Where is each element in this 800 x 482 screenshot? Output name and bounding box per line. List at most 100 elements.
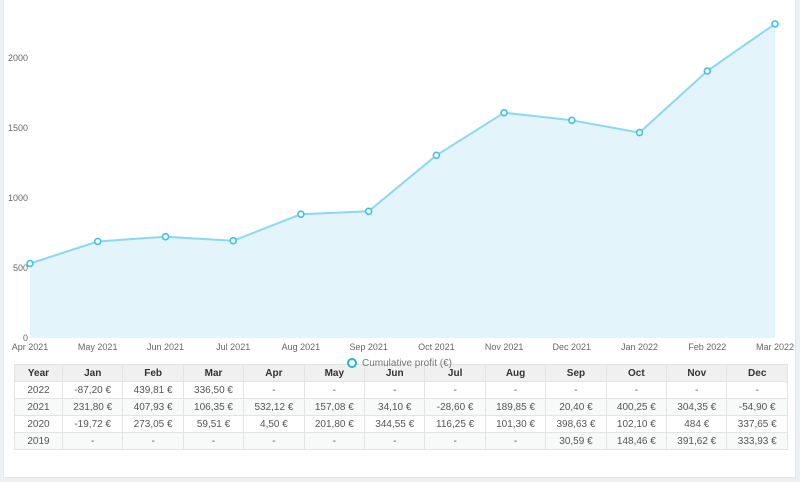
data-point <box>703 67 712 75</box>
value-cell: - <box>424 432 486 450</box>
value-cell: -28,60 € <box>424 398 486 416</box>
table-header: Year Jan Feb Mar Apr May Jun Jul Aug Sep Oct Nov Dec <box>14 364 788 382</box>
data-point <box>432 151 441 160</box>
table-header-row: Year Jan Feb Mar Apr May Jun Jul Aug Sep Oct Nov Dec <box>14 364 788 382</box>
year-cell: 2021 <box>14 398 63 416</box>
y-axis-tick-label: 1000 <box>8 193 28 203</box>
value-cell: - <box>303 432 366 450</box>
value-cell: - <box>605 381 668 399</box>
table-row: 2021 231,80 €407,93 €106,35 €532,12 €157,… <box>14 398 788 416</box>
x-axis-tick-label: Sep 2021 <box>349 342 388 352</box>
column-header: May <box>303 364 366 382</box>
value-cell: 337,65 € <box>726 415 788 433</box>
x-axis-tick-label: Jun 2021 <box>147 342 184 352</box>
data-point <box>567 116 576 125</box>
year-cell: 2022 <box>14 381 63 399</box>
column-header: Jan <box>61 364 124 382</box>
table-body: 2022 -87,20 €439,81 €336,50 € - - - - - - - - -202… <box>14 381 788 450</box>
value-cell: 34,10 € <box>364 398 426 416</box>
value-cell: - <box>243 432 305 450</box>
value-cell: - <box>484 381 547 399</box>
value-cell: 59,51 € <box>182 415 245 433</box>
value-cell: 391,62 € <box>666 432 728 450</box>
value-cell: - <box>545 381 607 399</box>
value-cell: 304,35 € <box>666 398 728 416</box>
y-axis-tick-label: 0 <box>23 333 28 343</box>
column-header: Year <box>14 364 63 382</box>
x-axis-tick-label: Mar 2022 <box>756 342 794 352</box>
cumulative-profit-chart: 0 500 1000 1500 2000 Apr 2021 May 2021 Jun 2021… <box>4 0 795 369</box>
value-cell: 157,08 € <box>303 398 366 416</box>
value-cell: 344,55 € <box>364 415 426 433</box>
value-cell: - <box>726 381 788 399</box>
value-cell: 231,80 € <box>61 398 124 416</box>
value-cell: 532,12 € <box>243 398 305 416</box>
value-cell: - <box>364 432 426 450</box>
area-fill <box>30 23 775 339</box>
column-header: Nov <box>666 364 728 382</box>
series-line <box>29 22 776 265</box>
value-cell: -87,20 € <box>61 381 124 399</box>
value-cell: - <box>182 432 245 450</box>
value-cell: 106,35 € <box>182 398 245 416</box>
data-point <box>364 207 373 216</box>
value-cell: 116,25 € <box>424 415 486 433</box>
value-cell: 400,25 € <box>605 398 668 416</box>
value-cell: 201,80 € <box>303 415 366 433</box>
table-row: 2019- - - - - - - -30,59 €148,46 €391,62 €333,9… <box>14 432 788 450</box>
value-cell: 102,10 € <box>605 415 668 433</box>
column-header: Apr <box>243 364 305 382</box>
table-row: 2020 -19,72 €273,05 €59,51 €4,50 €201,80 … <box>14 415 788 433</box>
value-cell: -19,72 € <box>61 415 124 433</box>
x-axis-tick-label: Nov 2021 <box>485 342 524 352</box>
value-cell: 407,93 € <box>122 398 184 416</box>
value-cell: 30,59 € <box>545 432 607 450</box>
value-cell: 101,30 € <box>484 415 547 433</box>
column-header: Jun <box>364 364 426 382</box>
column-header: Jul <box>424 364 486 382</box>
column-header: Dec <box>726 364 788 382</box>
x-axis-tick-label: Dec 2021 <box>553 342 592 352</box>
y-axis-tick-label: 2000 <box>8 53 28 63</box>
data-point <box>500 108 508 117</box>
table-row: 2022 -87,20 €439,81 €336,50 € - - - - - - - - - <box>14 381 788 399</box>
data-point <box>26 259 34 268</box>
value-cell: - <box>424 381 486 399</box>
data-point <box>635 128 644 137</box>
value-cell: 333,93 € <box>726 432 788 450</box>
data-point <box>229 236 237 245</box>
x-axis-tick-label: Jul 2021 <box>216 342 250 352</box>
value-cell: -54,90 € <box>726 398 788 416</box>
value-cell: 273,05 € <box>122 415 184 433</box>
value-cell: 439,81 € <box>122 381 184 399</box>
value-cell: 484 € <box>666 415 728 433</box>
x-axis-tick-label: Jan 2022 <box>621 342 658 352</box>
x-axis-tick-label: Feb 2022 <box>688 342 726 352</box>
legend-marker-icon <box>346 358 357 368</box>
value-cell: - <box>61 432 124 450</box>
legend-label: Cumulative profit (€) <box>361 357 453 369</box>
data-point <box>161 232 170 241</box>
value-cell: - <box>243 381 305 399</box>
chart-legend[interactable]: Cumulative profit (€) <box>4 352 795 374</box>
value-cell: 4,50 € <box>243 415 305 433</box>
y-axis-tick-label: 1500 <box>8 123 28 133</box>
value-cell: 189,85 € <box>484 398 547 416</box>
value-cell: 148,46 € <box>605 432 668 450</box>
y-axis-tick-label: 500 <box>13 263 28 273</box>
x-axis-tick-label: Aug 2021 <box>282 342 321 352</box>
x-axis-tick-label: Oct 2021 <box>418 342 455 352</box>
data-point <box>93 237 102 246</box>
column-header: Sep <box>545 364 607 382</box>
value-cell: 336,50 € <box>182 381 245 399</box>
data-point <box>297 210 305 218</box>
value-cell: - <box>484 432 547 450</box>
value-cell: - <box>364 381 426 399</box>
monthly-profit-table: Year Jan Feb Mar Apr May Jun Jul Aug Sep Oct Nov Dec… <box>14 364 788 450</box>
data-point <box>771 20 779 28</box>
area-chart-canvas: 0 500 1000 1500 2000 Apr 2021 May 2021 Jun 2021… <box>8 20 794 352</box>
year-cell: 2020 <box>14 415 63 433</box>
value-cell: - <box>303 381 366 399</box>
column-header: Oct <box>605 364 668 382</box>
